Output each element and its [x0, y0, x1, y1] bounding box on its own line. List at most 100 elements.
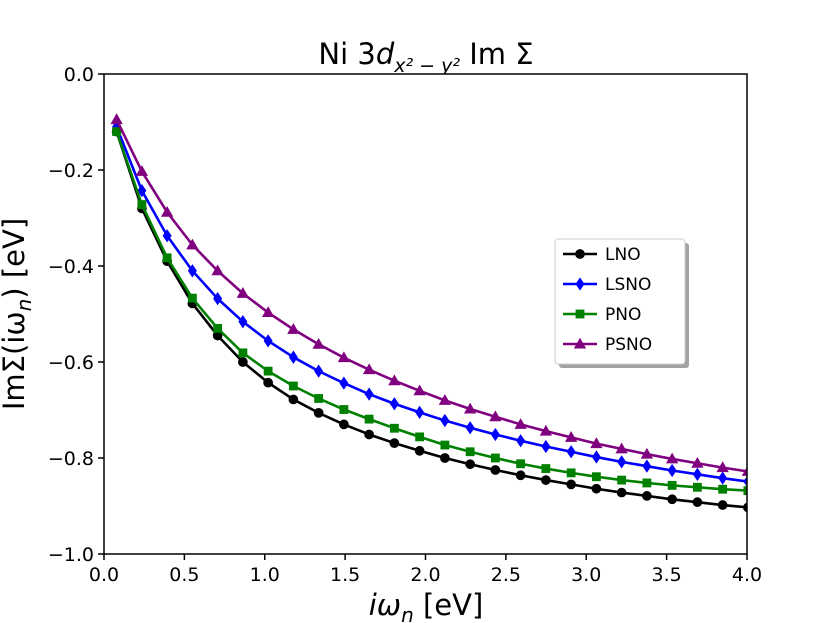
data-point-lsno [667, 463, 677, 478]
data-point-lsno [137, 184, 147, 198]
data-point-pno [162, 253, 172, 263]
x-tick-label: 0.0 [89, 564, 119, 586]
data-point-lsno [490, 427, 500, 442]
data-point-lsno [591, 450, 601, 464]
data-point-psno [665, 452, 679, 464]
series-psno [110, 113, 747, 476]
legend-marker-pno [575, 309, 585, 319]
data-point-pno [389, 423, 399, 433]
x-tick-label: 0.5 [169, 564, 199, 586]
data-point-psno [413, 384, 426, 396]
data-point-psno [539, 424, 553, 436]
data-point-psno [337, 351, 351, 363]
data-point-lno [515, 470, 526, 481]
y-tick-label: −1.0 [48, 544, 94, 566]
y-tick-label: 0.0 [64, 64, 94, 86]
legend-marker-lsno [575, 277, 585, 291]
data-point-pno [314, 394, 324, 403]
data-point-lno [288, 394, 299, 405]
data-point-pno [490, 453, 500, 463]
y-tick-label: −0.4 [48, 256, 94, 278]
data-point-pno [415, 432, 425, 442]
data-point-pno [238, 348, 248, 358]
data-point-lsno [187, 264, 197, 278]
legend-label-lno: LNO [605, 245, 641, 265]
data-point-lsno [415, 405, 425, 420]
data-point-psno [463, 402, 477, 414]
data-point-lno [364, 429, 374, 440]
legend-label-pno: PNO [605, 305, 641, 325]
data-point-psno [186, 238, 199, 250]
data-point-lsno [465, 421, 475, 435]
legend-box [554, 238, 686, 365]
data-point-lsno [314, 364, 324, 378]
data-point-lsno [389, 397, 399, 411]
data-point-lsno [213, 292, 223, 306]
series-line-lsno [115, 126, 747, 483]
y-tick-label: −0.6 [48, 352, 94, 374]
x-tick-label: 2.5 [491, 564, 521, 586]
data-point-lsno [718, 471, 728, 485]
data-point-pno [187, 293, 197, 303]
data-point-lsno [238, 315, 248, 329]
data-point-psno [261, 306, 275, 318]
data-point-lsno [692, 467, 702, 481]
data-point-lno [313, 408, 324, 418]
x-tick-label: 1.5 [330, 564, 360, 586]
data-point-lsno [288, 350, 298, 364]
data-point-psno [110, 113, 123, 125]
data-point-lno [616, 487, 627, 498]
x-tick-label: 3.5 [652, 564, 682, 586]
data-point-lno [667, 494, 678, 505]
y-axis-ticks: −1.0 −0.8 −0.6 −0.4 −0.2 0.0 [48, 64, 104, 566]
data-point-pno [667, 480, 677, 490]
data-point-pno [617, 475, 627, 485]
data-point-psno [564, 431, 578, 442]
data-point-psno [590, 437, 603, 449]
chart-title: Ni 3dx² − y² Im Σ [318, 37, 533, 77]
data-point-pno [440, 440, 450, 450]
data-point-psno [312, 337, 325, 349]
data-point-lno [642, 491, 652, 501]
legend-label-lsno: LSNO [605, 275, 651, 295]
data-point-psno [716, 461, 729, 473]
data-point-lno [263, 377, 273, 388]
data-point-psno [135, 165, 149, 176]
data-point-pno [516, 459, 526, 469]
data-point-pno [213, 323, 223, 333]
data-point-lno [717, 500, 728, 510]
legend-entry-pno: PNO [563, 305, 641, 325]
y-tick-label: −0.2 [48, 160, 94, 182]
legend-marker-lno [575, 249, 585, 259]
x-axis-ticks: 0.0 0.5 1.0 1.5 2.0 2.5 3.0 3.5 4.0 [89, 554, 762, 586]
data-point-pno [743, 486, 747, 496]
legend-entries: LNO LSNO PNO PSNO [563, 245, 652, 355]
data-point-lno [541, 475, 551, 485]
x-axis-title: iωn [eV] [369, 588, 484, 623]
data-point-psno [489, 410, 502, 422]
legend-entry-lno: LNO [563, 245, 641, 265]
data-point-psno [160, 205, 174, 217]
data-point-pno [137, 200, 147, 209]
data-point-lno [440, 453, 450, 463]
data-point-psno [438, 394, 452, 405]
data-point-lno [490, 465, 501, 475]
data-point-pno [339, 405, 349, 414]
data-point-lsno [440, 413, 450, 428]
data-point-pno [718, 484, 728, 494]
x-tick-label: 4.0 [732, 564, 762, 586]
data-point-pno [364, 414, 374, 424]
data-point-psno [741, 466, 747, 476]
data-point-psno [640, 447, 654, 459]
y-axis-title: ImΣ(iωn) [eV] [0, 218, 36, 410]
data-point-pno [642, 478, 652, 488]
data-point-pno [263, 366, 273, 376]
data-point-lsno [516, 434, 526, 448]
data-point-lsno [617, 455, 627, 469]
legend-marker-psno [573, 337, 587, 349]
data-point-pno [591, 472, 601, 482]
data-point-pno [465, 447, 475, 457]
data-point-lsno [263, 334, 273, 348]
data-point-lsno [364, 387, 374, 401]
data-point-psno [691, 456, 704, 468]
